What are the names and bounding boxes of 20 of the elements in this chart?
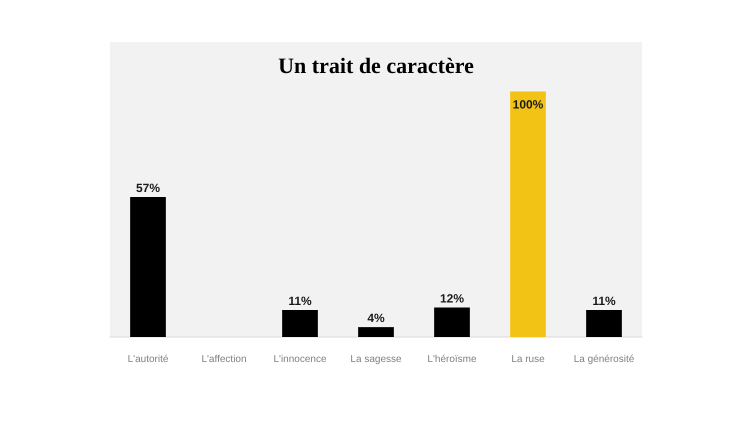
bar	[586, 310, 622, 337]
bar	[510, 91, 546, 337]
bar	[434, 308, 470, 337]
data-label: 11%	[592, 294, 616, 308]
data-label: 12%	[440, 292, 464, 306]
data-label: 100%	[512, 97, 544, 112]
bar	[130, 197, 166, 337]
x-tick-label: L'innocence	[273, 354, 327, 365]
x-tick-label: L'autorité	[128, 354, 169, 365]
x-tick-label: La sagesse	[350, 354, 402, 365]
data-label: 4%	[367, 311, 385, 326]
bar	[282, 310, 318, 337]
x-tick-label: La ruse	[511, 354, 546, 365]
bar	[358, 327, 394, 337]
data-label: 57%	[136, 181, 160, 196]
x-tick-label: L'affection	[201, 354, 247, 365]
chart-title: Un trait de caractère	[278, 52, 474, 78]
data-label: 11%	[288, 294, 312, 308]
x-tick-label: La générosité	[574, 354, 635, 365]
x-tick-label: L'héroïsme	[427, 354, 478, 365]
